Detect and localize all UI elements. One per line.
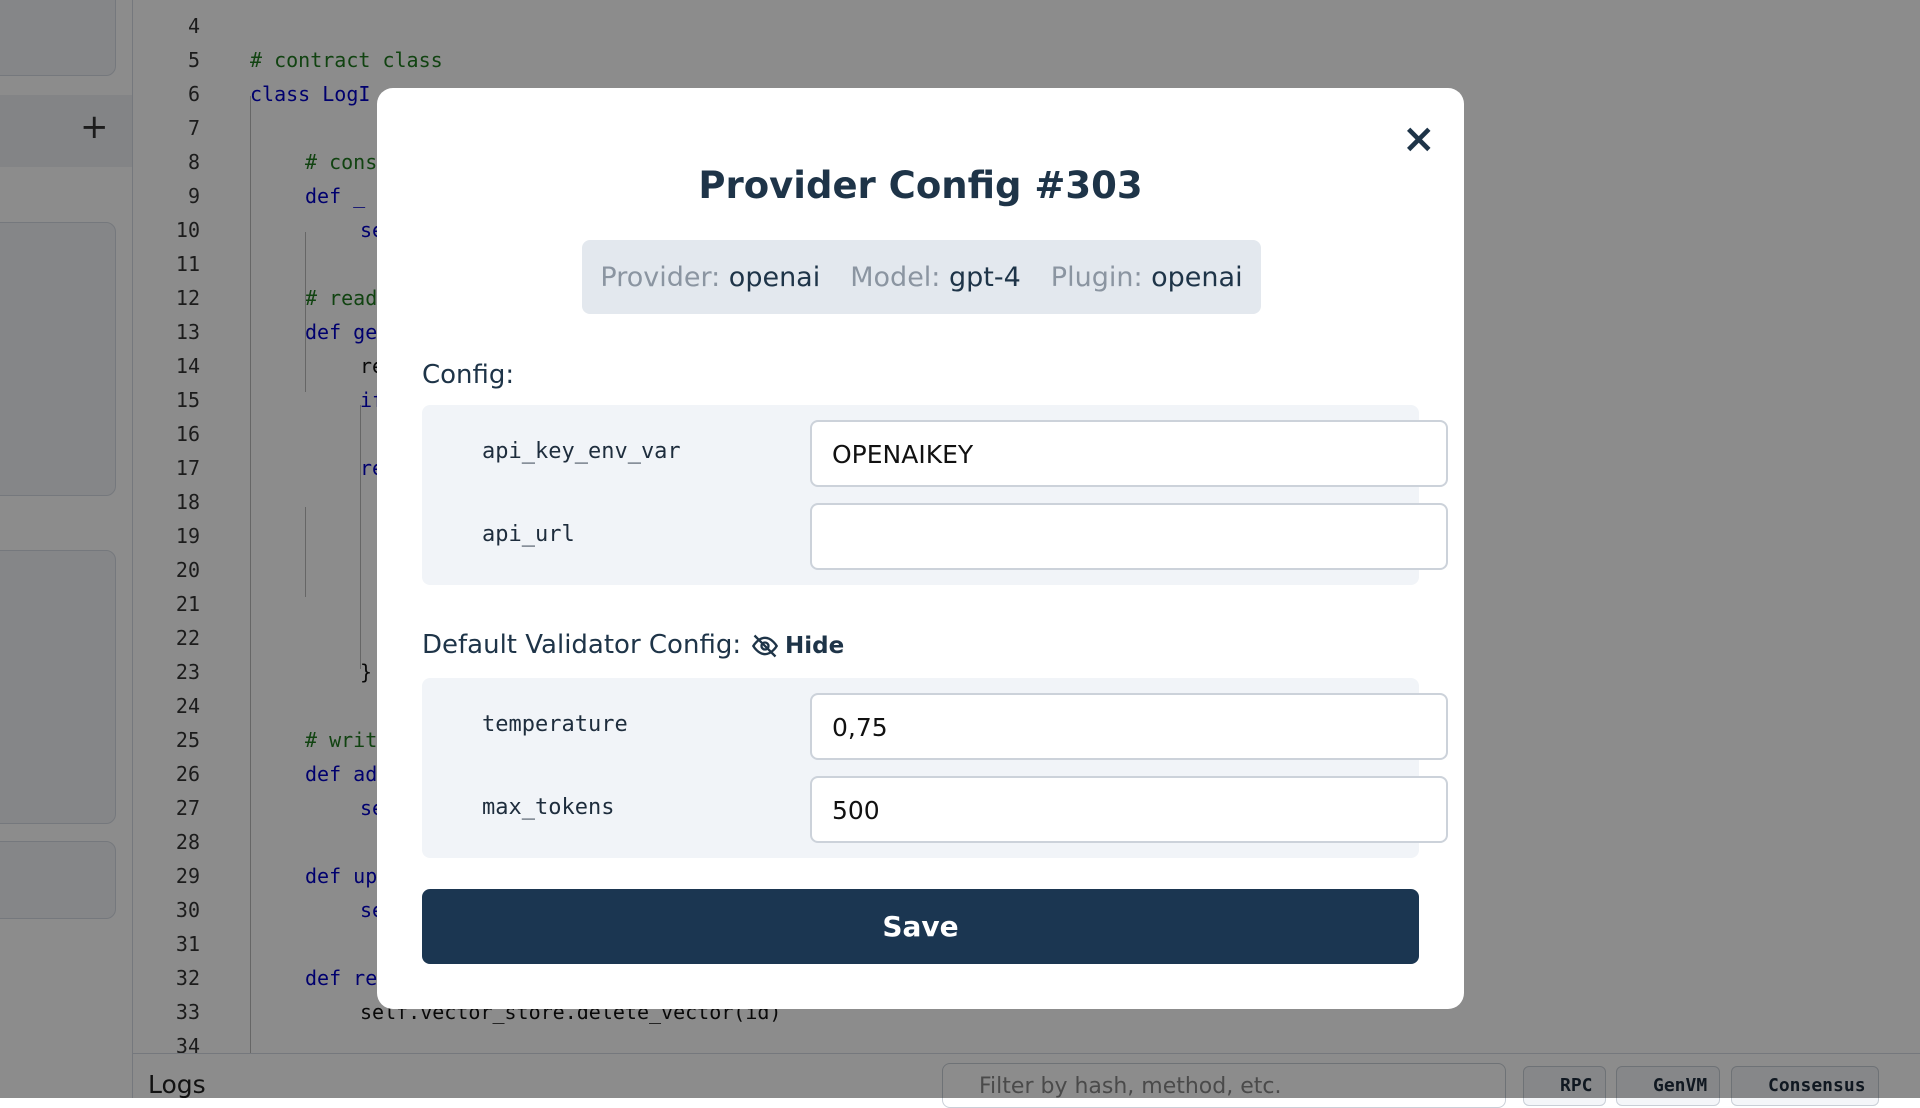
- summary-label: Plugin:: [1050, 261, 1143, 293]
- line-number: 11: [175, 252, 200, 276]
- field-input[interactable]: OPENAIKEY: [810, 420, 1448, 487]
- line-number: 4: [187, 14, 200, 38]
- code-line: # contract class: [250, 48, 443, 72]
- summary-label: Provider:: [600, 261, 721, 293]
- sidebar-card: [0, 222, 116, 496]
- divider: [132, 0, 133, 1098]
- hide-toggle[interactable]: Hide: [785, 633, 845, 659]
- line-number: 18: [175, 490, 200, 514]
- line-number: 13: [175, 320, 200, 344]
- line-number: 25: [175, 728, 200, 752]
- line-number: 24: [175, 694, 200, 718]
- line-number: 14: [175, 354, 200, 378]
- line-number: 17: [175, 456, 200, 480]
- field-input[interactable]: 500: [810, 776, 1448, 843]
- indent-guide: [305, 507, 306, 597]
- line-number: 29: [175, 864, 200, 888]
- line-number: 31: [175, 932, 200, 956]
- field-input[interactable]: [810, 503, 1448, 570]
- line-number: 6: [187, 82, 200, 106]
- summary-item: Plugin: openai: [1051, 262, 1243, 293]
- code-line: # read: [305, 286, 378, 310]
- field-key: max_tokens: [482, 795, 615, 820]
- field-key: api_key_env_var: [482, 439, 681, 464]
- save-button[interactable]: Save: [422, 889, 1419, 964]
- line-number: 27: [175, 796, 200, 820]
- line-number: 28: [175, 830, 200, 854]
- indent-guide: [250, 96, 251, 1054]
- config-box: api_key_env_var OPENAIKEY api_url: [422, 405, 1448, 585]
- summary-value: gpt-4: [949, 261, 1021, 293]
- line-number: 12: [175, 286, 200, 310]
- summary-chip: Provider: openai Model: gpt-4 Plugin: op…: [582, 240, 1261, 314]
- line-number: 8: [187, 150, 200, 174]
- field-key: api_url: [482, 522, 575, 547]
- line-number: 7: [187, 116, 200, 140]
- modal: × Provider Config #303 Provider: openai …: [377, 88, 1464, 1009]
- sidebar-header: +: [0, 95, 132, 167]
- line-number: 23: [175, 660, 200, 684]
- eye-pupil: [760, 641, 770, 651]
- line-number: 30: [175, 898, 200, 922]
- line-number: 22: [175, 626, 200, 650]
- line-number: 5: [187, 48, 200, 72]
- summary-label: Model:: [850, 261, 941, 293]
- field-key: temperature: [482, 712, 628, 737]
- eye-slash: [753, 634, 777, 658]
- code-editor: 4 5 6 7 8 9 10 11 12 13 14 15 16 17 18 19 20 21 22 23 24 25 26…: [175, 14, 782, 1058]
- close-button[interactable]: ×: [1402, 116, 1436, 162]
- code-line: def ge: [305, 320, 378, 344]
- modal-title: Provider Config #303: [698, 164, 1143, 207]
- validator-label: Default Validator Config:: [422, 630, 742, 660]
- config-label: Config:: [422, 360, 515, 390]
- indent-guide: [305, 232, 306, 392]
- summary-value: openai: [728, 261, 821, 293]
- validator-box: temperature 0,75 max_tokens 500: [422, 678, 1448, 858]
- sidebar-card: [0, 550, 116, 824]
- add-icon[interactable]: +: [80, 107, 109, 147]
- sidebar-card: [0, 0, 116, 76]
- code-line: def _: [305, 184, 366, 208]
- code-line: def re: [305, 966, 378, 990]
- code-line: def ad: [305, 762, 378, 786]
- field-input[interactable]: 0,75: [810, 693, 1448, 760]
- line-number: 19: [175, 524, 200, 548]
- logs-title: Logs: [148, 1070, 206, 1099]
- line-number: 16: [175, 422, 200, 446]
- line-number: 15: [175, 388, 200, 412]
- line-number: 32: [175, 966, 200, 990]
- summary-item: Model: gpt-4: [850, 262, 1021, 293]
- line-number: 9: [187, 184, 200, 208]
- line-number: 20: [175, 558, 200, 582]
- code-line: def up: [305, 864, 378, 888]
- code-line: class LogI: [250, 82, 371, 106]
- line-number: 10: [175, 218, 200, 242]
- hide-icon[interactable]: [751, 632, 779, 660]
- indent-guide: [360, 439, 361, 669]
- sidebar-card: [0, 841, 116, 919]
- code-line: # writ: [305, 728, 378, 752]
- line-number: 33: [175, 1000, 200, 1024]
- line-number: 21: [175, 592, 200, 616]
- code-line: }: [360, 660, 373, 684]
- summary-value: openai: [1151, 261, 1243, 293]
- code-line: # cons: [305, 150, 378, 174]
- summary-item: Provider: openai: [600, 262, 820, 293]
- line-number: 26: [175, 762, 200, 786]
